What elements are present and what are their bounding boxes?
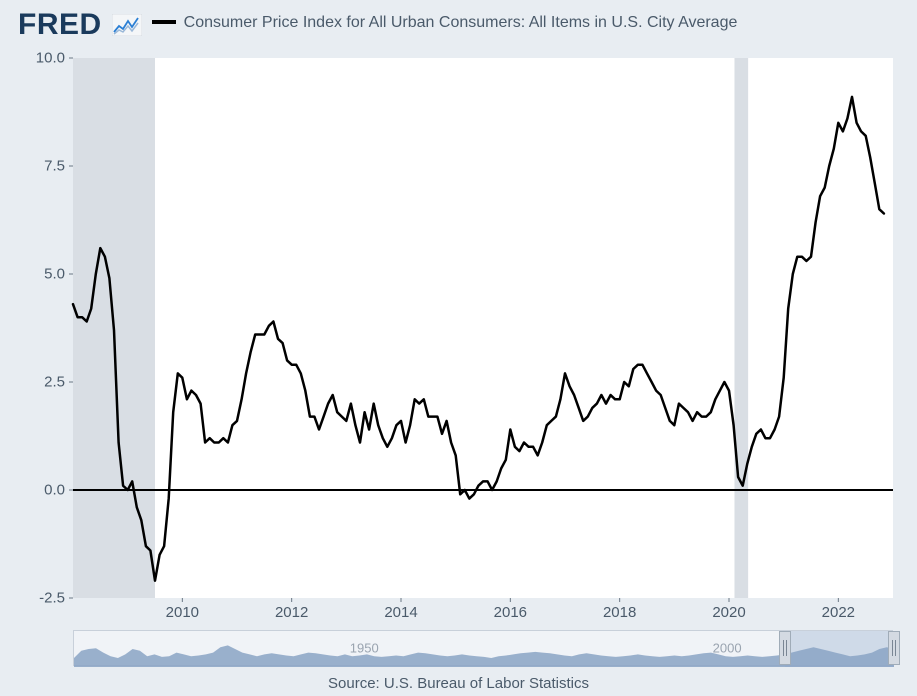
y-tick-label: -2.5 bbox=[39, 590, 65, 607]
chart-container: FRED Consumer Price Index for All Urban … bbox=[0, 0, 917, 696]
x-tick-label: 2020 bbox=[712, 604, 745, 621]
x-tick-label: 2014 bbox=[384, 604, 417, 621]
fred-logo: FRED bbox=[18, 8, 102, 42]
source-citation: Source: U.S. Bureau of Labor Statistics bbox=[0, 675, 917, 692]
y-tick-label: 0.0 bbox=[44, 482, 65, 499]
y-tick-label: 5.0 bbox=[44, 266, 65, 283]
plot-svg bbox=[73, 58, 893, 598]
timeline-handle-right[interactable] bbox=[888, 631, 900, 665]
legend: Consumer Price Index for All Urban Consu… bbox=[152, 12, 738, 34]
legend-line-swatch bbox=[152, 20, 176, 24]
x-tick-label: 2010 bbox=[166, 604, 199, 621]
x-tick-label: 2016 bbox=[494, 604, 527, 621]
timeline-handle-left[interactable] bbox=[779, 631, 791, 665]
legend-label: Consumer Price Index for All Urban Consu… bbox=[184, 12, 738, 34]
x-tick-label: 2012 bbox=[275, 604, 308, 621]
x-tick-label: 2022 bbox=[822, 604, 855, 621]
fred-logo-chart-icon bbox=[112, 14, 142, 36]
y-tick-label: 10.0 bbox=[36, 50, 65, 67]
plot-area[interactable]: -2.50.02.55.07.510.020102012201420162018… bbox=[73, 58, 893, 598]
timeline-svg bbox=[74, 631, 894, 667]
y-tick-label: 2.5 bbox=[44, 374, 65, 391]
timeline-range-selector[interactable]: 19502000 bbox=[73, 630, 893, 666]
header: FRED Consumer Price Index for All Urban … bbox=[18, 8, 907, 42]
y-tick-label: 7.5 bbox=[44, 158, 65, 175]
x-tick-label: 2018 bbox=[603, 604, 636, 621]
